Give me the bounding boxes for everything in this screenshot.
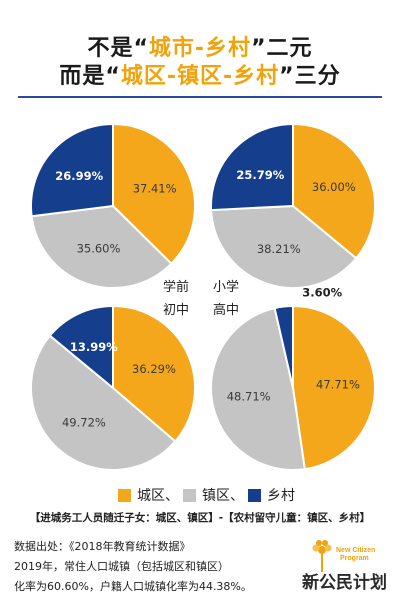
legend-swatch-town — [183, 488, 196, 502]
pie-label-junior: 初中 — [163, 303, 190, 318]
pie-2-label-rural: 13.99% — [70, 340, 118, 354]
new-citizen-logo: New Citizen Program 新公民计划 — [302, 540, 387, 593]
chart-legend: 城区、 镇区、 乡村 — [118, 485, 299, 505]
pie-label-primary: 小学 — [213, 280, 240, 295]
source-line-3: 化率为60.60%，户籍人口城镇化率为44.38%。 — [14, 580, 252, 593]
title-line-2: 而是“城区-镇区-乡村”三分 — [59, 64, 341, 89]
pie-3-label-rural: 3.60% — [302, 286, 342, 300]
pie-3-label-urban: 47.71% — [316, 378, 360, 392]
pie-0-label-town: 35.60% — [77, 242, 121, 256]
legend-rural: 乡村 — [248, 485, 295, 505]
pie-label-preschool: 学前 — [163, 280, 190, 295]
pie-2-slice-town — [30, 334, 177, 471]
pie-0-label-rural: 26.99% — [55, 169, 103, 183]
migrant-note: 【进城务工人员随迁子女：城区、镇区】-【农村留守儿童：镇区、乡村】 — [29, 512, 371, 524]
pie-2-label-urban: 36.29% — [132, 362, 176, 376]
pie-3-label-town: 48.71% — [227, 389, 271, 403]
pie-0-slice-town — [30, 204, 173, 289]
pie-1-slice-rural — [210, 122, 294, 212]
pie-1-label-town: 38.21% — [257, 242, 301, 256]
title-line-1: 不是“城市-乡村”二元 — [87, 36, 313, 61]
legend-swatch-urban — [118, 488, 131, 502]
legend-swatch-rural — [248, 488, 261, 502]
title-highlight-3: -镇区-乡村 — [166, 64, 280, 89]
pie-3-slice-town — [209, 306, 306, 471]
flower-icon — [312, 540, 332, 572]
source-line-2: 2019年，常住人口城镇（包括城区和镇区） — [14, 560, 229, 573]
pie-2-slice-rural — [48, 304, 114, 391]
source-line-1: 数据出处：《2018年教育统计数据》 — [14, 540, 191, 553]
logo-sub-2: Program — [340, 555, 369, 562]
pie-0-slice-rural — [30, 122, 114, 218]
pie-3-slice-urban — [292, 304, 376, 471]
pie-2-label-town: 49.72% — [62, 415, 106, 429]
title-highlight-2: 城区 — [120, 64, 167, 89]
pie-0-label-urban: 37.41% — [133, 182, 177, 196]
title-divider — [18, 96, 382, 98]
pie-1-slice-town — [210, 204, 358, 289]
logo-text: 新公民计划 — [302, 572, 387, 593]
pie-label-senior: 高中 — [213, 303, 240, 318]
pie-2-slice-urban — [112, 304, 196, 443]
pie-charts: 37.41% 35.60% 26.99% 36.00% 38.21% 25.79% 36.2… — [30, 122, 376, 471]
pie-1-label-rural: 25.79% — [236, 168, 284, 182]
pie-1-label-urban: 36.00% — [312, 180, 356, 194]
pie-0-slice-urban — [112, 122, 196, 266]
pie-1-slice-urban — [292, 122, 376, 260]
logo-sub-1: New Citizen — [336, 547, 375, 554]
legend-urban: 城区、 — [118, 485, 179, 505]
title-highlight-1: 城市-乡村 — [148, 36, 252, 61]
legend-town: 镇区、 — [183, 485, 244, 505]
pie-3-slice-rural — [273, 304, 294, 389]
